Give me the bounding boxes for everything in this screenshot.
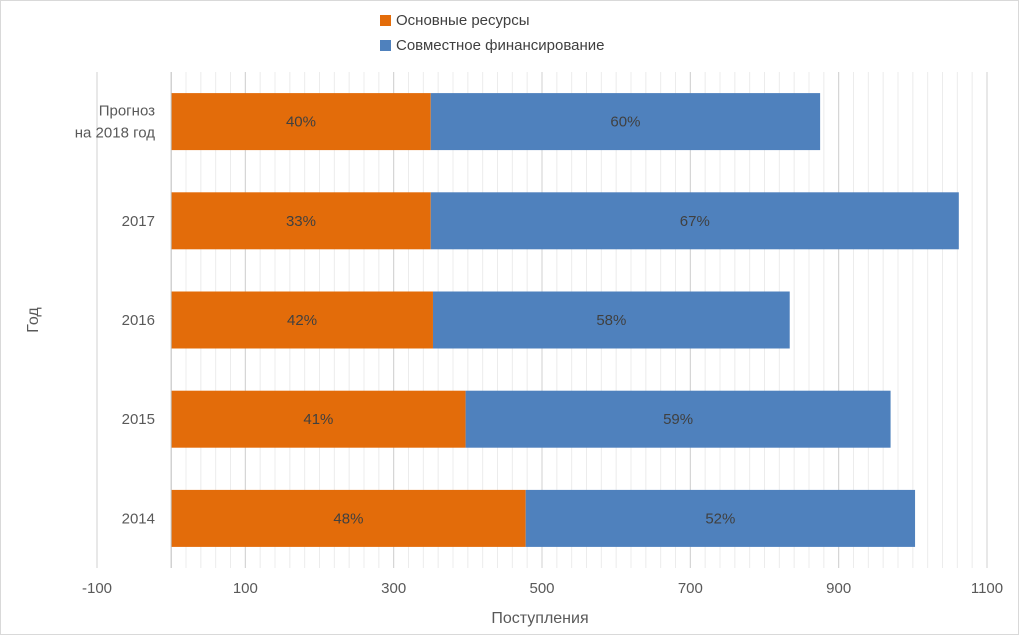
- y-tick-label: 2015: [122, 411, 155, 428]
- data-label: 52%: [705, 510, 735, 527]
- x-tick-label: 500: [529, 580, 554, 597]
- bar-segment-core: [171, 489, 526, 547]
- x-axis-title: Поступления: [491, 610, 588, 627]
- x-tick-label: 700: [678, 580, 703, 597]
- x-tick-label: 100: [233, 580, 258, 597]
- bar-segment-core: [171, 291, 433, 349]
- y-tick-labels: Прогноз на 2018 год 2017 2016 2015 2014: [75, 103, 155, 528]
- data-label: 42%: [287, 312, 317, 329]
- bar-segment-cofinancing: [430, 192, 959, 250]
- data-label: 58%: [596, 312, 626, 329]
- bar-segment-cofinancing: [465, 390, 891, 448]
- data-label: 41%: [303, 411, 333, 428]
- data-label: 60%: [610, 114, 640, 131]
- bar-segment-core: [171, 390, 466, 448]
- y-tick-label: на 2018 год: [75, 125, 155, 142]
- bars: 40% 60% 33% 67% 42% 58% 41% 59% 48% 52%: [170, 72, 959, 568]
- x-tick-labels: -100 100 300 500 700 900 1100: [82, 580, 1003, 597]
- bar-segment-cofinancing: [525, 489, 916, 547]
- data-label: 48%: [333, 510, 363, 527]
- bar-segment-cofinancing: [430, 93, 821, 151]
- data-label: 40%: [286, 114, 316, 131]
- data-label: 67%: [680, 213, 710, 230]
- legend-label: Совместное финансирование: [396, 37, 604, 54]
- x-tick-label: -100: [82, 580, 112, 597]
- y-tick-label: Прогноз: [99, 103, 155, 120]
- bar-segment-core: [171, 192, 431, 250]
- legend: Основные ресурсы Совместное финансировани…: [380, 12, 604, 54]
- data-label: 59%: [663, 411, 693, 428]
- data-label: 33%: [286, 213, 316, 230]
- y-axis-title: Год: [25, 307, 42, 333]
- bar-segment-core: [171, 93, 431, 151]
- x-tick-label: 300: [381, 580, 406, 597]
- y-tick-label: 2016: [122, 312, 155, 329]
- legend-swatch: [380, 40, 391, 51]
- bar-segment-cofinancing: [432, 291, 790, 349]
- y-tick-label: 2017: [122, 213, 155, 230]
- legend-label: Основные ресурсы: [396, 12, 529, 29]
- x-tick-label: 1100: [971, 580, 1003, 597]
- x-tick-label: 900: [826, 580, 851, 597]
- legend-swatch: [380, 15, 391, 26]
- y-tick-label: 2014: [122, 510, 155, 527]
